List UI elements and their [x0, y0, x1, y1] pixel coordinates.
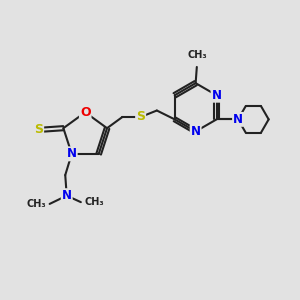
Text: N: N — [233, 113, 243, 126]
Text: N: N — [190, 125, 201, 138]
Text: O: O — [80, 106, 91, 119]
Text: S: S — [34, 123, 43, 136]
Text: CH₃: CH₃ — [84, 197, 104, 207]
Text: N: N — [62, 189, 72, 202]
Text: CH₃: CH₃ — [187, 50, 207, 61]
Text: S: S — [136, 110, 145, 124]
Text: N: N — [212, 89, 221, 102]
Text: CH₃: CH₃ — [26, 199, 46, 209]
Text: N: N — [67, 147, 77, 161]
